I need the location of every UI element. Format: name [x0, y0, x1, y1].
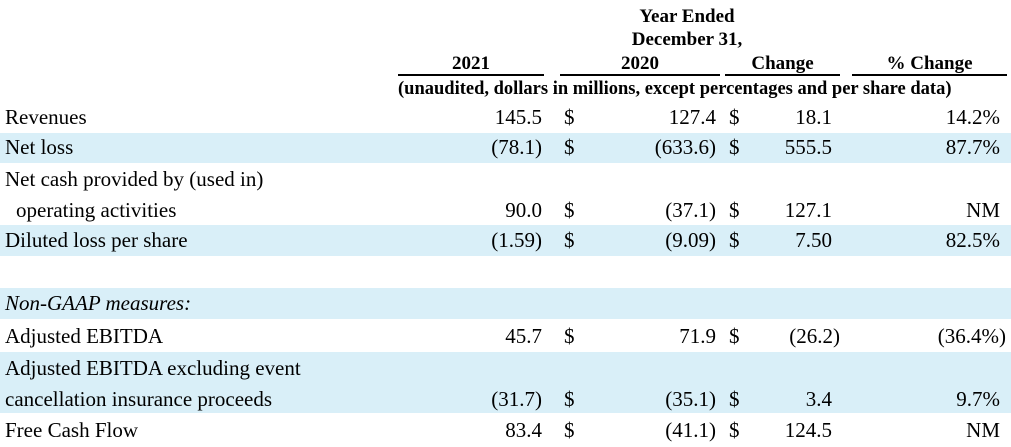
table-row-net-loss: Net loss (78.1) $ (633.6) $ 555.5 87.7%	[0, 133, 1011, 163]
currency-symbol: $	[729, 135, 740, 159]
row-label: Adjusted EBITDA	[5, 324, 164, 348]
value-2021: 145.5	[494, 105, 542, 129]
value-2020: (37.1)	[665, 198, 716, 222]
currency-symbol: $	[729, 418, 740, 442]
row-label: Free Cash Flow	[5, 418, 138, 442]
value-2021: (31.7)	[491, 387, 542, 411]
column-header-2021: 2021	[452, 53, 490, 74]
table-row-free-cash-flow: Free Cash Flow 83.4 $ (41.1) $ 124.5 NM	[0, 414, 1011, 445]
header-year-ended: Year Ended	[639, 6, 735, 27]
value-change: 7.50	[795, 228, 832, 252]
value-2021: (1.59)	[491, 228, 542, 252]
value-2020: (9.09)	[665, 228, 716, 252]
header-rule-2021	[398, 74, 544, 76]
value-2021: 45.7	[505, 324, 542, 348]
section-label: Non-GAAP measures:	[5, 291, 192, 315]
table-row-adjusted-ebitda-excl-insurance: Adjusted EBITDA excluding event cancella…	[0, 352, 1011, 413]
section-header-non-gaap: Non-GAAP measures:	[0, 288, 1011, 319]
currency-symbol: $	[729, 387, 740, 411]
value-change: 555.5	[784, 135, 832, 159]
header-rule-pct-change	[852, 74, 1007, 76]
row-label-line1: Net cash provided by (used in)	[5, 167, 264, 191]
value-pct-change: 14.2%	[945, 105, 1000, 129]
header-december-31: December 31,	[631, 29, 743, 50]
value-2021: 83.4	[505, 418, 542, 442]
value-pct-change: 82.5%	[945, 228, 1000, 252]
table-row-adjusted-ebitda: Adjusted EBITDA 45.7 $ 71.9 $ (26.2) (36…	[0, 320, 1011, 351]
value-2020: (633.6)	[654, 135, 716, 159]
value-2020: 127.4	[668, 105, 716, 129]
header-rule-2020	[560, 74, 720, 76]
value-pct-change: (36.4%)	[937, 324, 1006, 348]
row-label-line1: Adjusted EBITDA excluding event	[5, 356, 301, 380]
currency-symbol: $	[564, 228, 575, 252]
currency-symbol: $	[729, 198, 740, 222]
currency-symbol: $	[729, 105, 740, 129]
value-2021: 90.0	[505, 198, 542, 222]
units-note: (unaudited, dollars in millions, except …	[398, 79, 952, 99]
value-change: (26.2)	[789, 324, 840, 348]
currency-symbol: $	[564, 198, 575, 222]
column-header-2020: 2020	[621, 53, 659, 74]
value-change: 127.1	[784, 198, 832, 222]
value-2020: (35.1)	[665, 387, 716, 411]
row-label: Revenues	[5, 105, 87, 129]
currency-symbol: $	[564, 105, 575, 129]
header-rule-change	[725, 74, 840, 76]
currency-symbol: $	[564, 418, 575, 442]
value-pct-change: 9.7%	[956, 387, 1000, 411]
column-header-pct-change: % Change	[886, 53, 973, 74]
value-pct-change: 87.7%	[945, 135, 1000, 159]
value-2020: 71.9	[679, 324, 716, 348]
value-change: 124.5	[784, 418, 832, 442]
currency-symbol: $	[564, 135, 575, 159]
table-row-diluted-loss-per-share: Diluted loss per share (1.59) $ (9.09) $…	[0, 225, 1011, 256]
row-label: Diluted loss per share	[5, 228, 188, 252]
row-label-line2: cancellation insurance proceeds	[5, 387, 273, 411]
value-change: 3.4	[805, 387, 832, 411]
row-label: Net loss	[5, 135, 74, 159]
table-row-revenues: Revenues 145.5 $ 127.4 $ 18.1 14.2%	[0, 104, 1011, 132]
value-pct-change: NM	[966, 418, 1000, 442]
row-label-line2: operating activities	[16, 198, 177, 222]
currency-symbol: $	[564, 324, 575, 348]
value-change: 18.1	[795, 105, 832, 129]
value-2020: (41.1)	[665, 418, 716, 442]
currency-symbol: $	[729, 324, 740, 348]
value-2021: (78.1)	[491, 135, 542, 159]
table-row-net-cash-operating: Net cash provided by (used in) operating…	[0, 164, 1011, 224]
currency-symbol: $	[564, 387, 575, 411]
column-header-change: Change	[751, 53, 814, 74]
currency-symbol: $	[729, 228, 740, 252]
value-pct-change: NM	[966, 198, 1000, 222]
